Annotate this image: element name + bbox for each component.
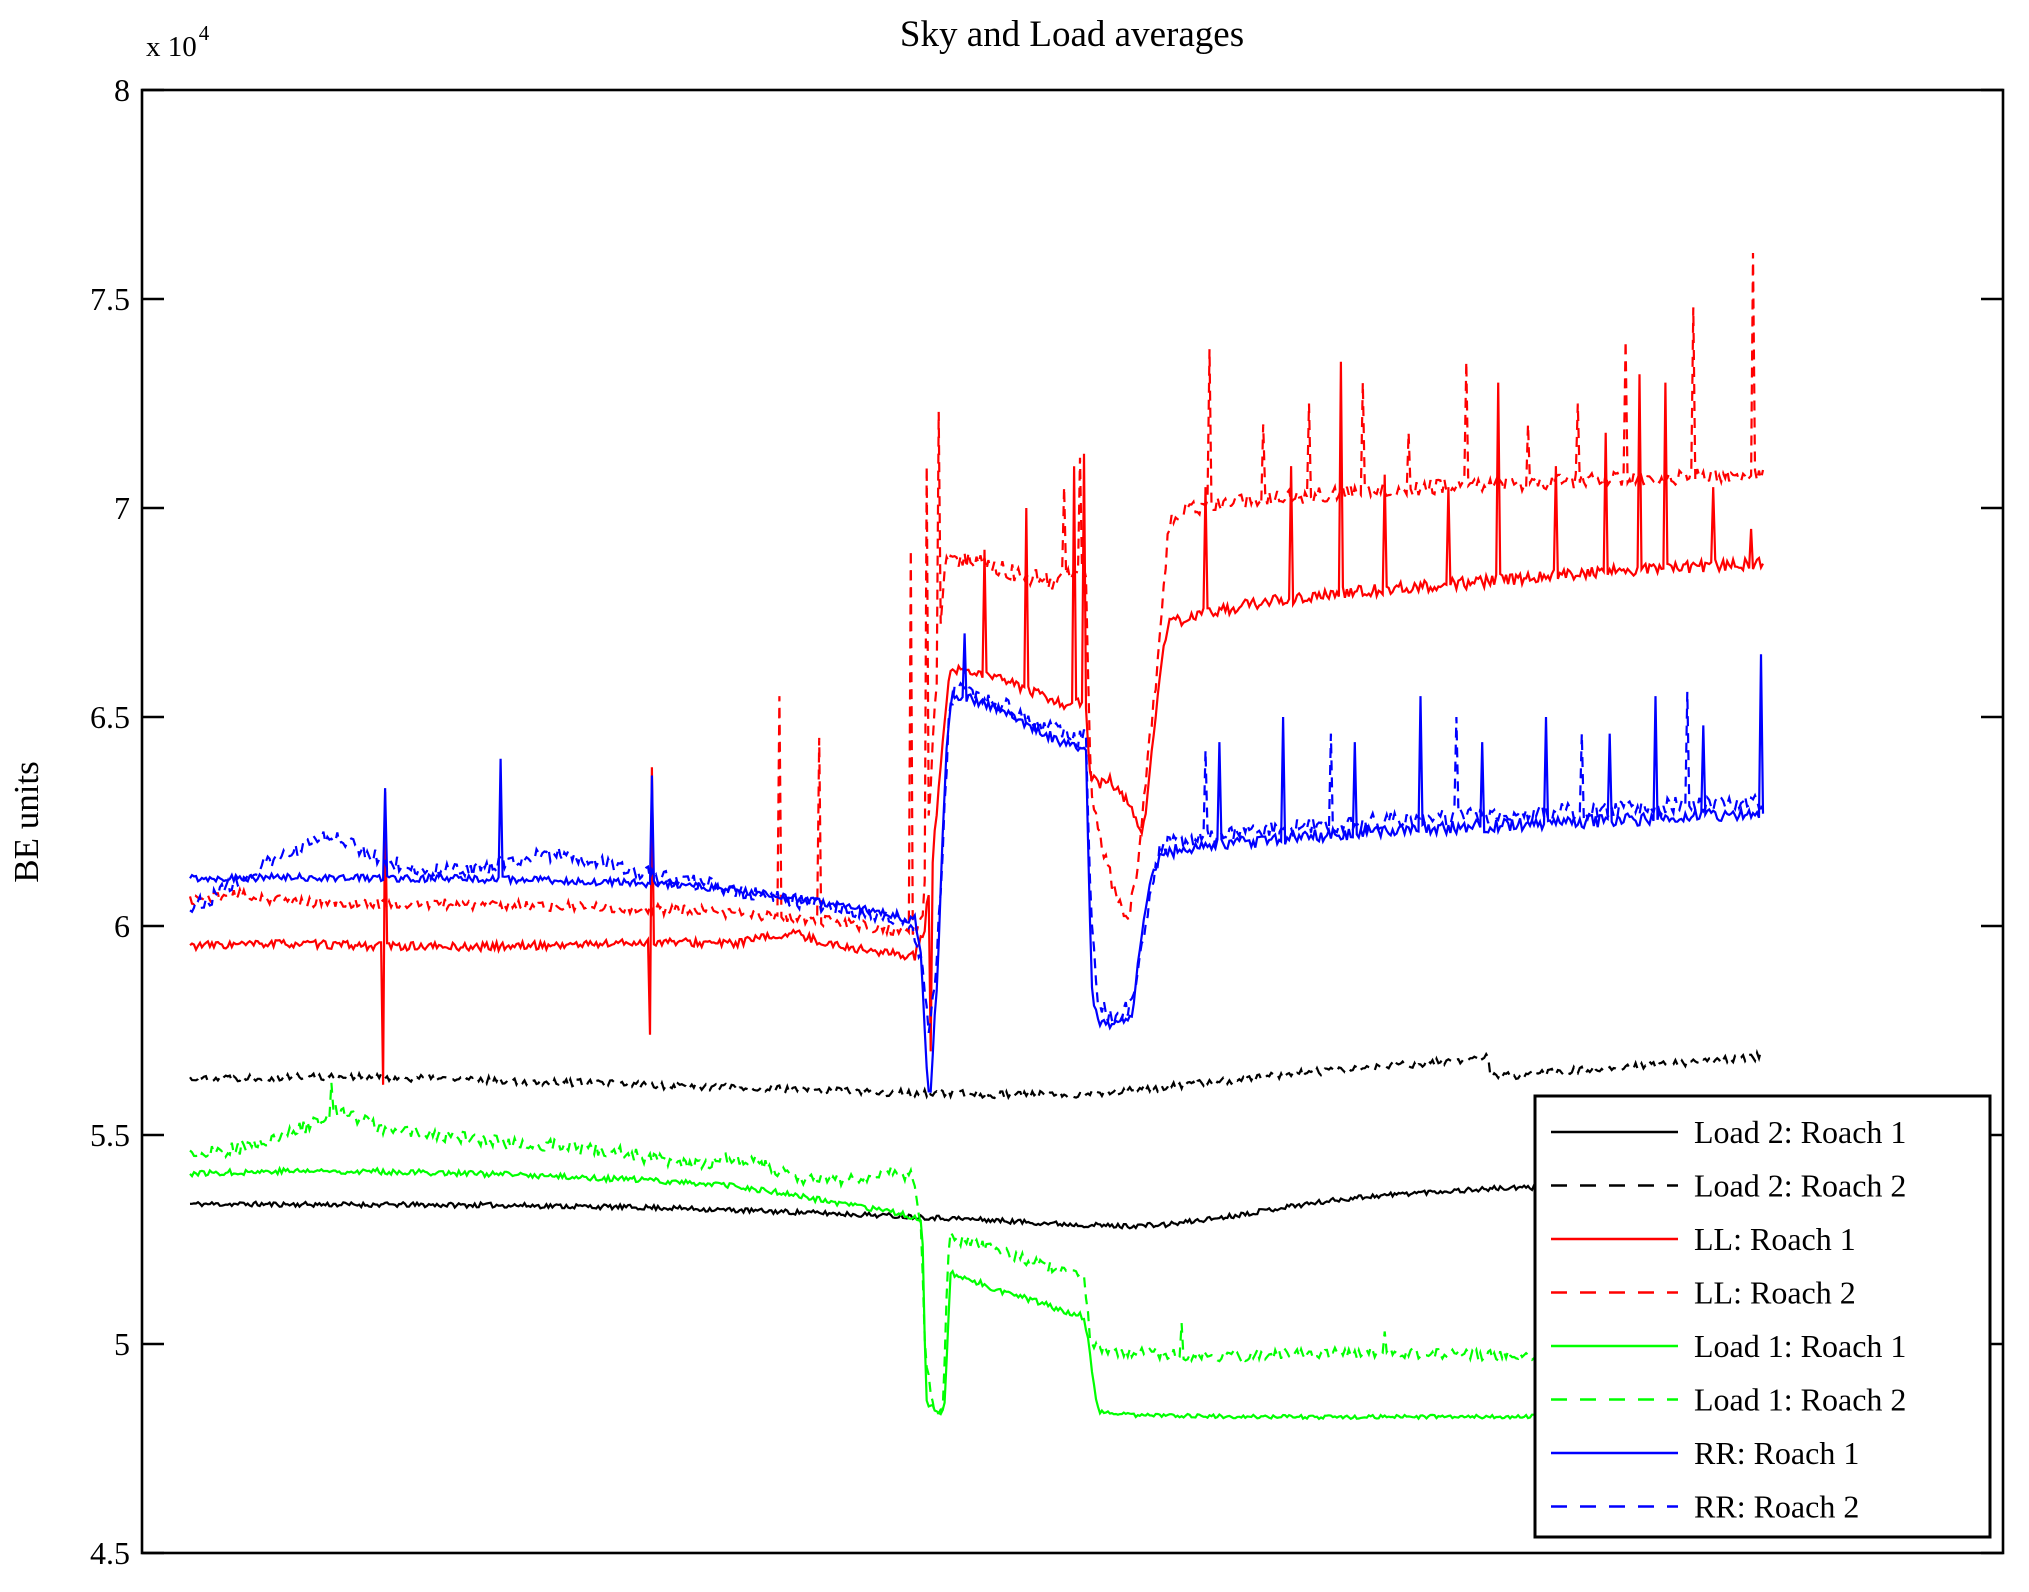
legend-label: RR: Roach 2	[1694, 1489, 1859, 1525]
y-axis-label: BE units	[7, 761, 46, 883]
y-tick-label: 4.5	[90, 1535, 130, 1571]
legend-label: RR: Roach 1	[1694, 1435, 1859, 1471]
y-axis-ticks: 8 7.5 7 6.5 6 5.5 5 4.5	[90, 72, 2003, 1571]
legend-label: Load 2: Roach 1	[1694, 1114, 1906, 1150]
legend-label: LL: Roach 1	[1694, 1221, 1856, 1257]
y-tick-label: 5.5	[90, 1117, 130, 1153]
series-line-load-1-roach-2	[189, 1082, 1765, 1415]
series-line-ll-roach-2	[188, 252, 1765, 938]
y-tick-label: 7.5	[90, 281, 130, 317]
legend-box	[1533, 1094, 1992, 1539]
legend-label: Load 1: Roach 1	[1694, 1328, 1906, 1364]
legend-label: Load 1: Roach 2	[1694, 1382, 1906, 1418]
series-line-load-2-roach-1	[189, 1181, 1764, 1230]
chart-title: Sky and Load averages	[900, 14, 1244, 55]
y-tick-label: 6.5	[90, 699, 130, 735]
legend-label: Load 2: Roach 2	[1694, 1168, 1906, 1204]
series-line-rr-roach-2	[189, 681, 1765, 1034]
data-series	[188, 252, 1765, 1421]
y-tick-label: 6	[114, 908, 130, 944]
series-line-load-2-roach-2	[189, 1048, 1764, 1102]
y-tick-label: 5	[114, 1326, 130, 1362]
series-line-rr-roach-1	[189, 633, 1765, 1093]
series-line-ll-roach-1	[189, 361, 1764, 1085]
y-tick-label: 7	[114, 490, 130, 526]
y-axis-offset-label: x 104	[146, 21, 210, 63]
plot-frame	[140, 88, 2005, 1555]
legend: Load 2: Roach 1 Load 2: Roach 2 LL: Roach …	[1533, 1094, 1992, 1539]
legend-label: LL: Roach 2	[1694, 1275, 1856, 1311]
y-tick-label: 8	[114, 72, 130, 108]
series-line-load-1-roach-1	[189, 1165, 1764, 1421]
